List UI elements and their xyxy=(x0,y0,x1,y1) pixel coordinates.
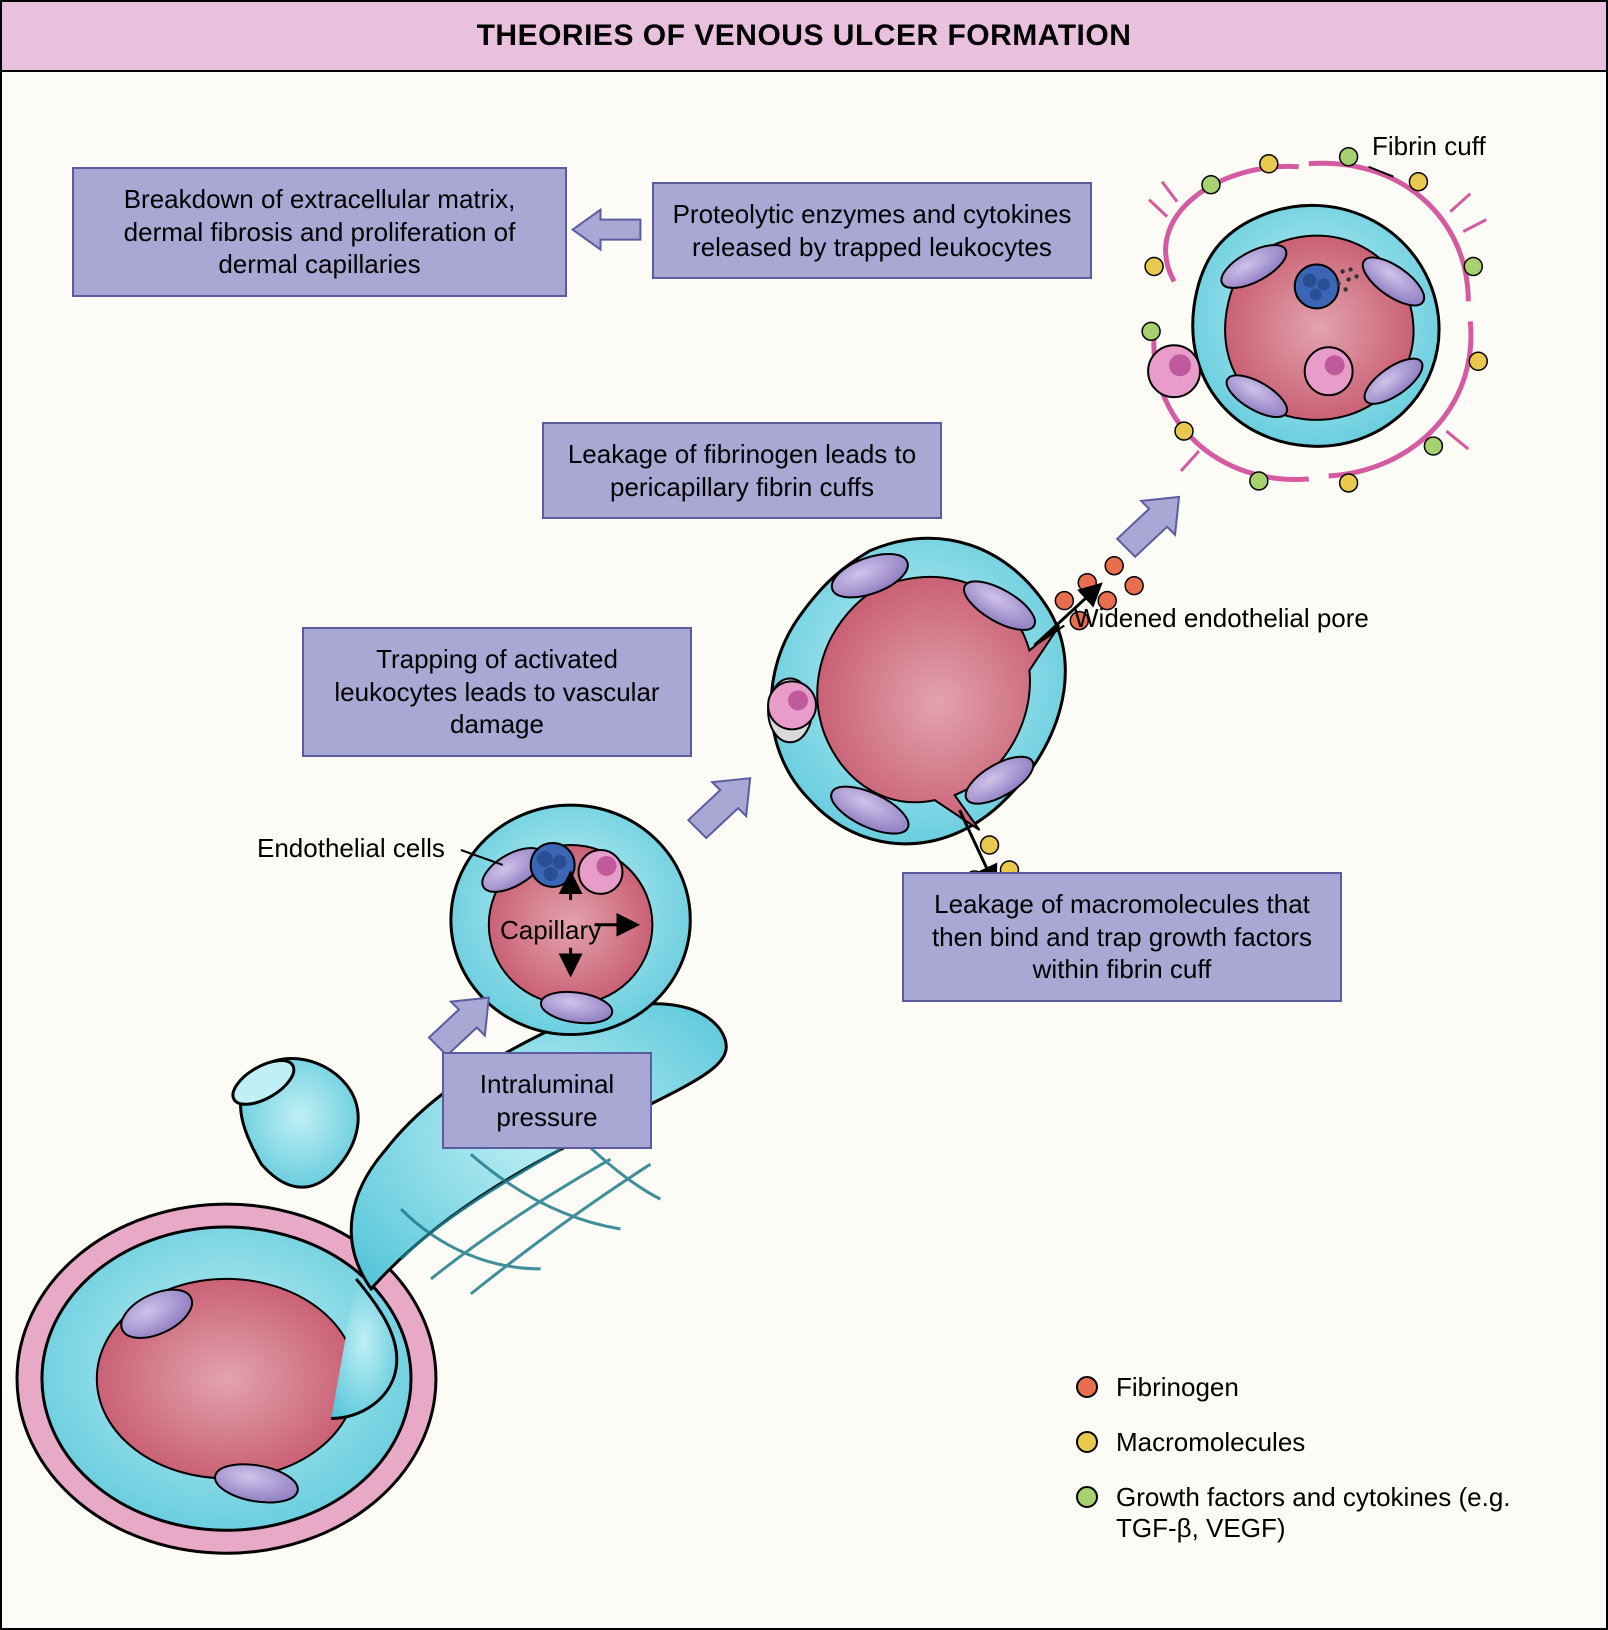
label-fibrin-cuff: Fibrin cuff xyxy=(1372,130,1486,163)
title-bar: THEORIES OF VENOUS ULCER FORMATION xyxy=(2,2,1606,72)
label-endothelial-cells: Endothelial cells xyxy=(257,832,445,865)
legend-growth-factors-label: Growth factors and cytokines (e.g. TGF-β… xyxy=(1116,1482,1516,1544)
legend-macromolecules: Macromolecules xyxy=(1076,1427,1516,1458)
legend: Fibrinogen Macromolecules Growth factors… xyxy=(1076,1372,1516,1568)
label-widened-pore: Widened endothelial pore xyxy=(1074,602,1369,635)
box-intraluminal: Intraluminal pressure xyxy=(442,1052,652,1149)
legend-fibrinogen: Fibrinogen xyxy=(1076,1372,1516,1403)
macromolecule-dot-icon xyxy=(1076,1431,1098,1453)
legend-fibrinogen-label: Fibrinogen xyxy=(1116,1372,1239,1403)
growthfactor-dot-icon xyxy=(1076,1486,1098,1508)
box-leakage-macro: Leakage of macromolecules that then bind… xyxy=(902,872,1342,1002)
box-leakage-fibrinogen: Leakage of fibrinogen leads to pericapil… xyxy=(542,422,942,519)
fibrinogen-dot-icon xyxy=(1076,1376,1098,1398)
label-capillary: Capillary xyxy=(500,914,601,947)
box-trapping: Trapping of activated leukocytes leads t… xyxy=(302,627,692,757)
box-proteolytic: Proteolytic enzymes and cytokines releas… xyxy=(652,182,1092,279)
legend-growth-factors: Growth factors and cytokines (e.g. TGF-β… xyxy=(1076,1482,1516,1544)
diagram-frame: THEORIES OF VENOUS ULCER FORMATION xyxy=(0,0,1608,1630)
legend-macromolecules-label: Macromolecules xyxy=(1116,1427,1305,1458)
fibrin-cuff-capillary xyxy=(1142,148,1487,492)
diagram-canvas: Breakdown of extracellular matrix, derma… xyxy=(2,72,1606,1628)
diagram-title: THEORIES OF VENOUS ULCER FORMATION xyxy=(477,19,1132,53)
box-breakdown: Breakdown of extracellular matrix, derma… xyxy=(72,167,567,297)
